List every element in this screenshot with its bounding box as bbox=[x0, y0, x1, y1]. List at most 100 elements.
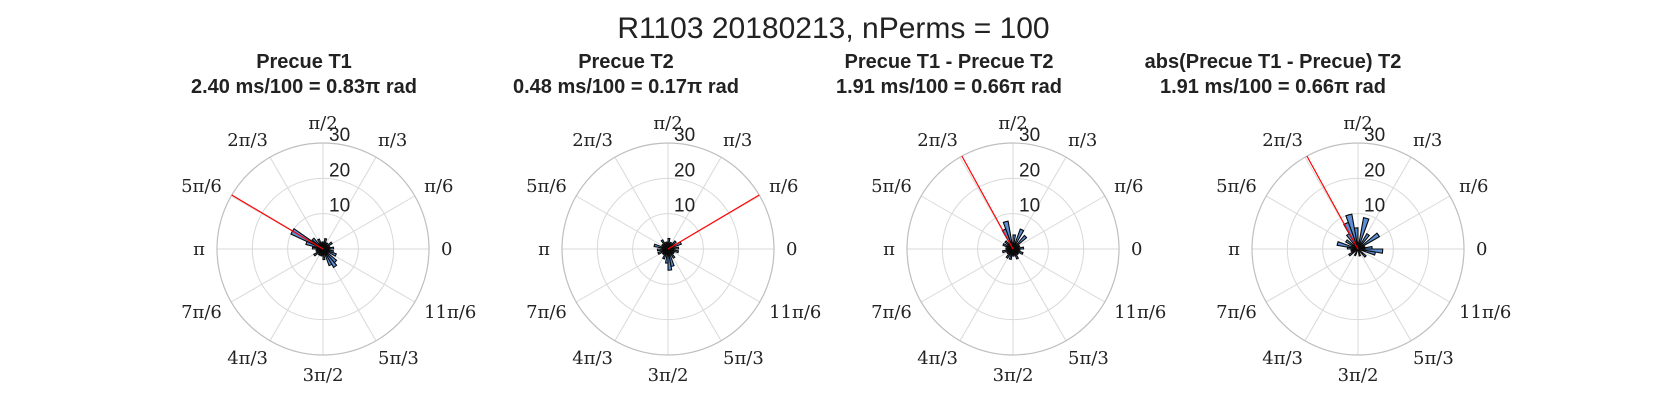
angle-tick-label: 3π/2 bbox=[993, 365, 1034, 386]
angular-grid-line bbox=[575, 195, 669, 250]
angle-tick-label: π/3 bbox=[723, 130, 752, 151]
angle-tick-label: 0 bbox=[786, 239, 797, 260]
angular-grid-line bbox=[322, 195, 416, 250]
histogram-bar bbox=[1345, 239, 1359, 250]
angle-tick-label: π/2 bbox=[998, 113, 1027, 134]
angle-tick-label: π/2 bbox=[308, 113, 337, 134]
histogram-bar bbox=[1012, 234, 1017, 250]
panel-2-title: Precue T2 bbox=[578, 51, 674, 73]
angle-tick-label: 11π/6 bbox=[424, 302, 476, 323]
histogram-bar bbox=[1012, 228, 1025, 250]
histogram-bar bbox=[1357, 232, 1381, 250]
panel-2-title-block: Precue T2 0.48 ms/100 = 0.17π rad bbox=[456, 50, 796, 100]
angle-tick-label: π/3 bbox=[1413, 130, 1442, 151]
figure-title: R1103 20180213, nPerms = 100 bbox=[617, 12, 1050, 45]
angular-grid-line bbox=[1357, 248, 1412, 342]
polar-axis-ring bbox=[216, 142, 430, 356]
histogram-bar bbox=[657, 248, 669, 256]
angle-tick-label: 11π/6 bbox=[769, 302, 821, 323]
angular-grid-line bbox=[1265, 195, 1359, 250]
polar-axis-ring bbox=[561, 142, 775, 356]
mean-angle-line bbox=[231, 194, 324, 250]
radial-tick-label: 10 bbox=[674, 196, 695, 217]
histogram-bar bbox=[667, 248, 676, 259]
radial-tick-label: 30 bbox=[329, 125, 350, 146]
angle-tick-label: 0 bbox=[1476, 239, 1487, 260]
histogram-bar bbox=[667, 248, 680, 254]
radial-tick-label: 30 bbox=[1364, 125, 1385, 146]
angle-tick-label: π/6 bbox=[769, 176, 798, 197]
histogram-bar bbox=[667, 237, 671, 250]
angle-tick-label: 4π/3 bbox=[227, 348, 268, 369]
histogram-bar bbox=[1357, 248, 1384, 254]
angle-tick-label: 3π/2 bbox=[648, 365, 689, 386]
angle-tick-label: 0 bbox=[441, 239, 452, 260]
angular-grid-line bbox=[959, 248, 1014, 342]
angular-grid-line bbox=[920, 248, 1014, 303]
polar-plot-3: 10 20 30 0 π/6 π/3 π/2 2π/3 5π/6 π 7π/6 4π/3 3π/2 5π/… bbox=[871, 113, 1166, 386]
histogram-bar bbox=[319, 248, 324, 257]
angle-tick-label: 0 bbox=[1131, 239, 1142, 260]
angular-grid-line bbox=[667, 248, 761, 303]
angular-grid-line bbox=[1357, 248, 1451, 303]
histogram-bar bbox=[311, 246, 324, 250]
histogram-bar bbox=[1005, 247, 1014, 250]
histogram-bar bbox=[1357, 232, 1371, 250]
histogram-bar bbox=[1005, 248, 1014, 259]
histogram-bar bbox=[667, 240, 677, 250]
panel-3-title-block: Precue T1 - Precue T2 1.91 ms/100 = 0.66… bbox=[779, 50, 1119, 100]
angle-tick-label: π bbox=[538, 239, 550, 260]
panel-3-subtitle: 1.91 ms/100 = 0.66π rad bbox=[835, 76, 1063, 98]
histogram-bar bbox=[1348, 248, 1359, 257]
angle-tick-label: 2π/3 bbox=[572, 130, 613, 151]
histogram-bar bbox=[322, 237, 328, 250]
histogram-bar bbox=[1357, 248, 1362, 257]
histogram-bar bbox=[1002, 242, 1014, 250]
histogram-bar bbox=[661, 248, 669, 260]
histogram-bar bbox=[316, 238, 324, 250]
radial-tick-label: 20 bbox=[329, 160, 350, 181]
histogram-bar bbox=[653, 243, 669, 250]
radial-tick-label: 20 bbox=[1364, 160, 1385, 181]
histogram-bar bbox=[1012, 248, 1020, 260]
angle-tick-label: 3π/2 bbox=[303, 365, 344, 386]
panel-4-title-block: abs(Precue T1 - Precue) T2 1.91 ms/100 =… bbox=[1103, 50, 1443, 100]
angular-grid-line bbox=[1012, 248, 1067, 342]
angle-tick-label: 3π/2 bbox=[1338, 365, 1379, 386]
radial-tick-label: 20 bbox=[674, 160, 695, 181]
angle-tick-label: 5π/3 bbox=[1068, 348, 1109, 369]
angle-tick-label: π/3 bbox=[378, 130, 407, 151]
angle-tick-label: 2π/3 bbox=[227, 130, 268, 151]
angle-tick-label: 5π/6 bbox=[181, 176, 222, 197]
polar-plot-1: 10 20 30 0 π/6 π/3 π/2 2π/3 5π/6 π 7π/6 4π/3 3π/2 5π/… bbox=[181, 113, 476, 386]
histogram-bar bbox=[1012, 248, 1024, 256]
angular-grid-line bbox=[614, 156, 669, 250]
angle-tick-label: π/3 bbox=[1068, 130, 1097, 151]
angular-grid-line bbox=[230, 248, 324, 303]
histogram-bar bbox=[1008, 248, 1014, 261]
angle-tick-label: 2π/3 bbox=[917, 130, 958, 151]
angular-grid-line bbox=[614, 248, 669, 342]
angle-tick-label: π/2 bbox=[653, 113, 682, 134]
histogram-bar bbox=[1357, 217, 1370, 250]
panel-1-subtitle: 2.40 ms/100 = 0.83π rad bbox=[190, 76, 418, 98]
histogram-bar bbox=[1346, 246, 1359, 250]
angle-tick-label: 5π/3 bbox=[723, 348, 764, 369]
histogram-bar bbox=[1004, 240, 1014, 250]
angle-tick-label: π/6 bbox=[1114, 176, 1143, 197]
angle-tick-label: π bbox=[883, 239, 895, 260]
polar-plot-2: 10 20 30 0 π/6 π/3 π/2 2π/3 5π/6 π 7π/6 4π/3 3π/2 5π/… bbox=[526, 113, 821, 386]
histogram-bar bbox=[322, 241, 333, 250]
histogram-bar bbox=[1012, 234, 1028, 250]
histogram-bar bbox=[667, 241, 673, 250]
angle-tick-label: 4π/3 bbox=[1262, 348, 1303, 369]
angle-tick-label: π/6 bbox=[1459, 176, 1488, 197]
angle-tick-label: π/2 bbox=[1343, 113, 1372, 134]
angular-grid-line bbox=[1304, 248, 1359, 342]
radial-tick-label: 10 bbox=[1019, 196, 1040, 217]
angular-grid-line bbox=[1265, 248, 1359, 303]
angle-tick-label: 5π/6 bbox=[871, 176, 912, 197]
angle-tick-label: 7π/6 bbox=[1216, 302, 1257, 323]
histogram-bar bbox=[667, 248, 675, 268]
angle-tick-label: 5π/3 bbox=[378, 348, 419, 369]
